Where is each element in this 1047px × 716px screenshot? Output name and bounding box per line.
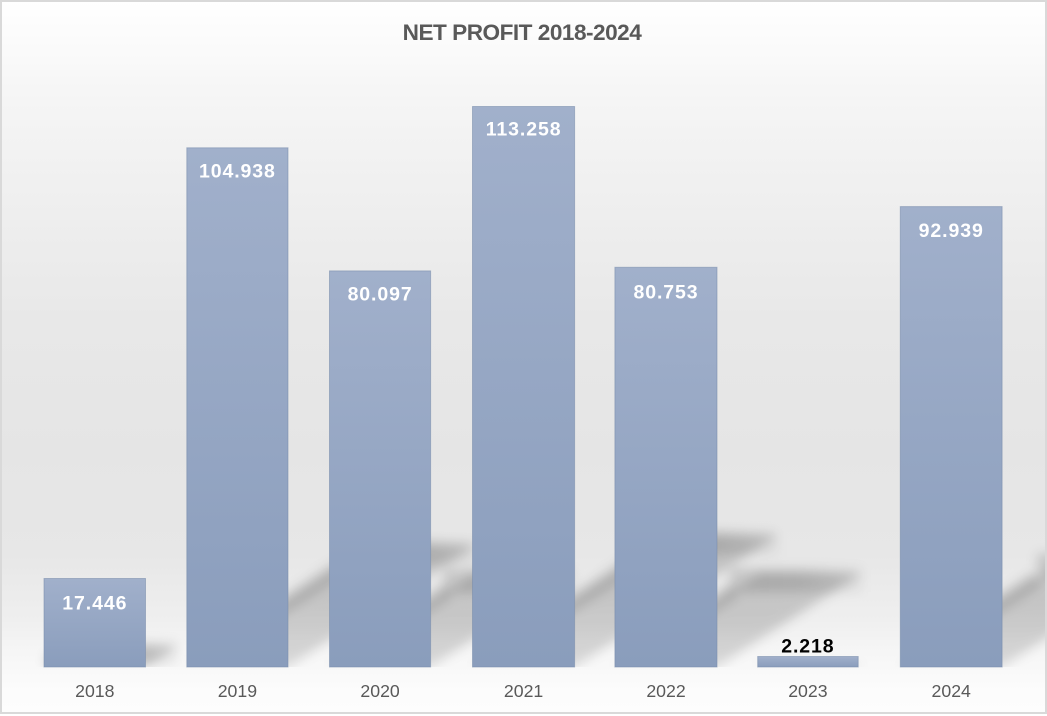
svg-text:104.938: 104.938 [199, 161, 276, 183]
svg-text:92.939: 92.939 [919, 220, 984, 242]
svg-text:2.218: 2.218 [781, 636, 834, 658]
svg-text:2021: 2021 [504, 681, 543, 701]
svg-text:2023: 2023 [788, 681, 828, 701]
svg-text:2024: 2024 [932, 681, 972, 701]
svg-text:80.097: 80.097 [348, 283, 413, 305]
svg-text:113.258: 113.258 [486, 119, 562, 141]
svg-text:2019: 2019 [218, 681, 257, 701]
svg-text:NET PROFIT 2018-2024: NET PROFIT 2018-2024 [403, 20, 643, 45]
svg-text:2022: 2022 [646, 681, 685, 701]
svg-text:2018: 2018 [75, 681, 115, 701]
svg-text:2020: 2020 [360, 681, 400, 701]
svg-text:17.446: 17.446 [62, 593, 127, 615]
svg-text:80.753: 80.753 [633, 281, 698, 303]
